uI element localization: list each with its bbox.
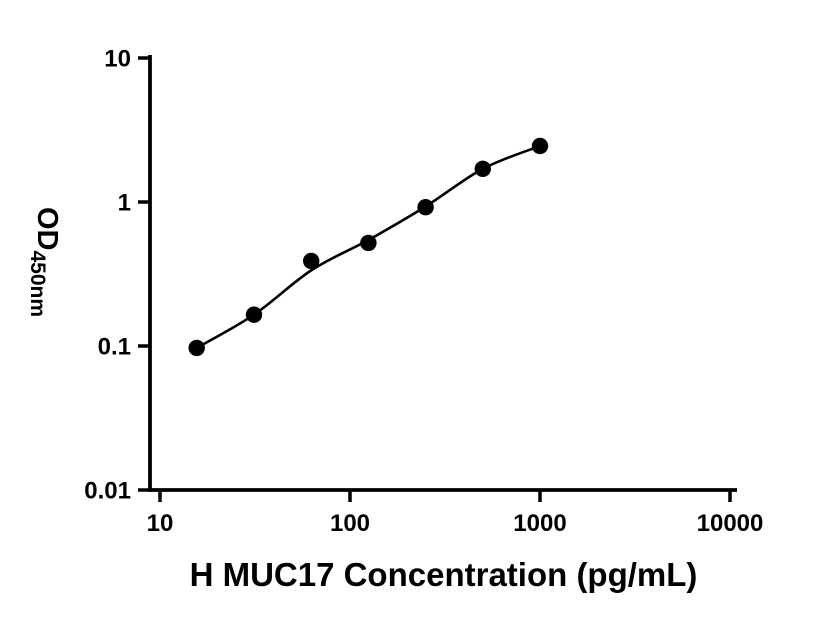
data-point [417,199,434,216]
y-axis-title-main: OD [31,206,63,251]
data-point [360,234,377,252]
data-point [303,252,320,270]
x-tick-label: 1000 [513,510,566,537]
y-axis-title-subscript: 450nm [26,250,49,318]
x-tick-label: 100 [330,510,370,537]
y-tick-label: 10 [104,46,131,73]
x-tick-label: 10 [147,510,174,537]
y-axis-title: OD450nm [26,152,68,372]
data-point [474,160,491,177]
x-tick-label: 10000 [697,510,764,537]
data-point [245,306,263,323]
y-tick-label: 1 [118,190,131,217]
y-tick-label: 0.01 [84,478,131,505]
y-tick-label: 0.1 [98,334,131,361]
x-axis-title: H MUC17 Concentration (pg/mL) [189,556,698,593]
data-point [188,339,205,357]
data-point [531,137,549,155]
